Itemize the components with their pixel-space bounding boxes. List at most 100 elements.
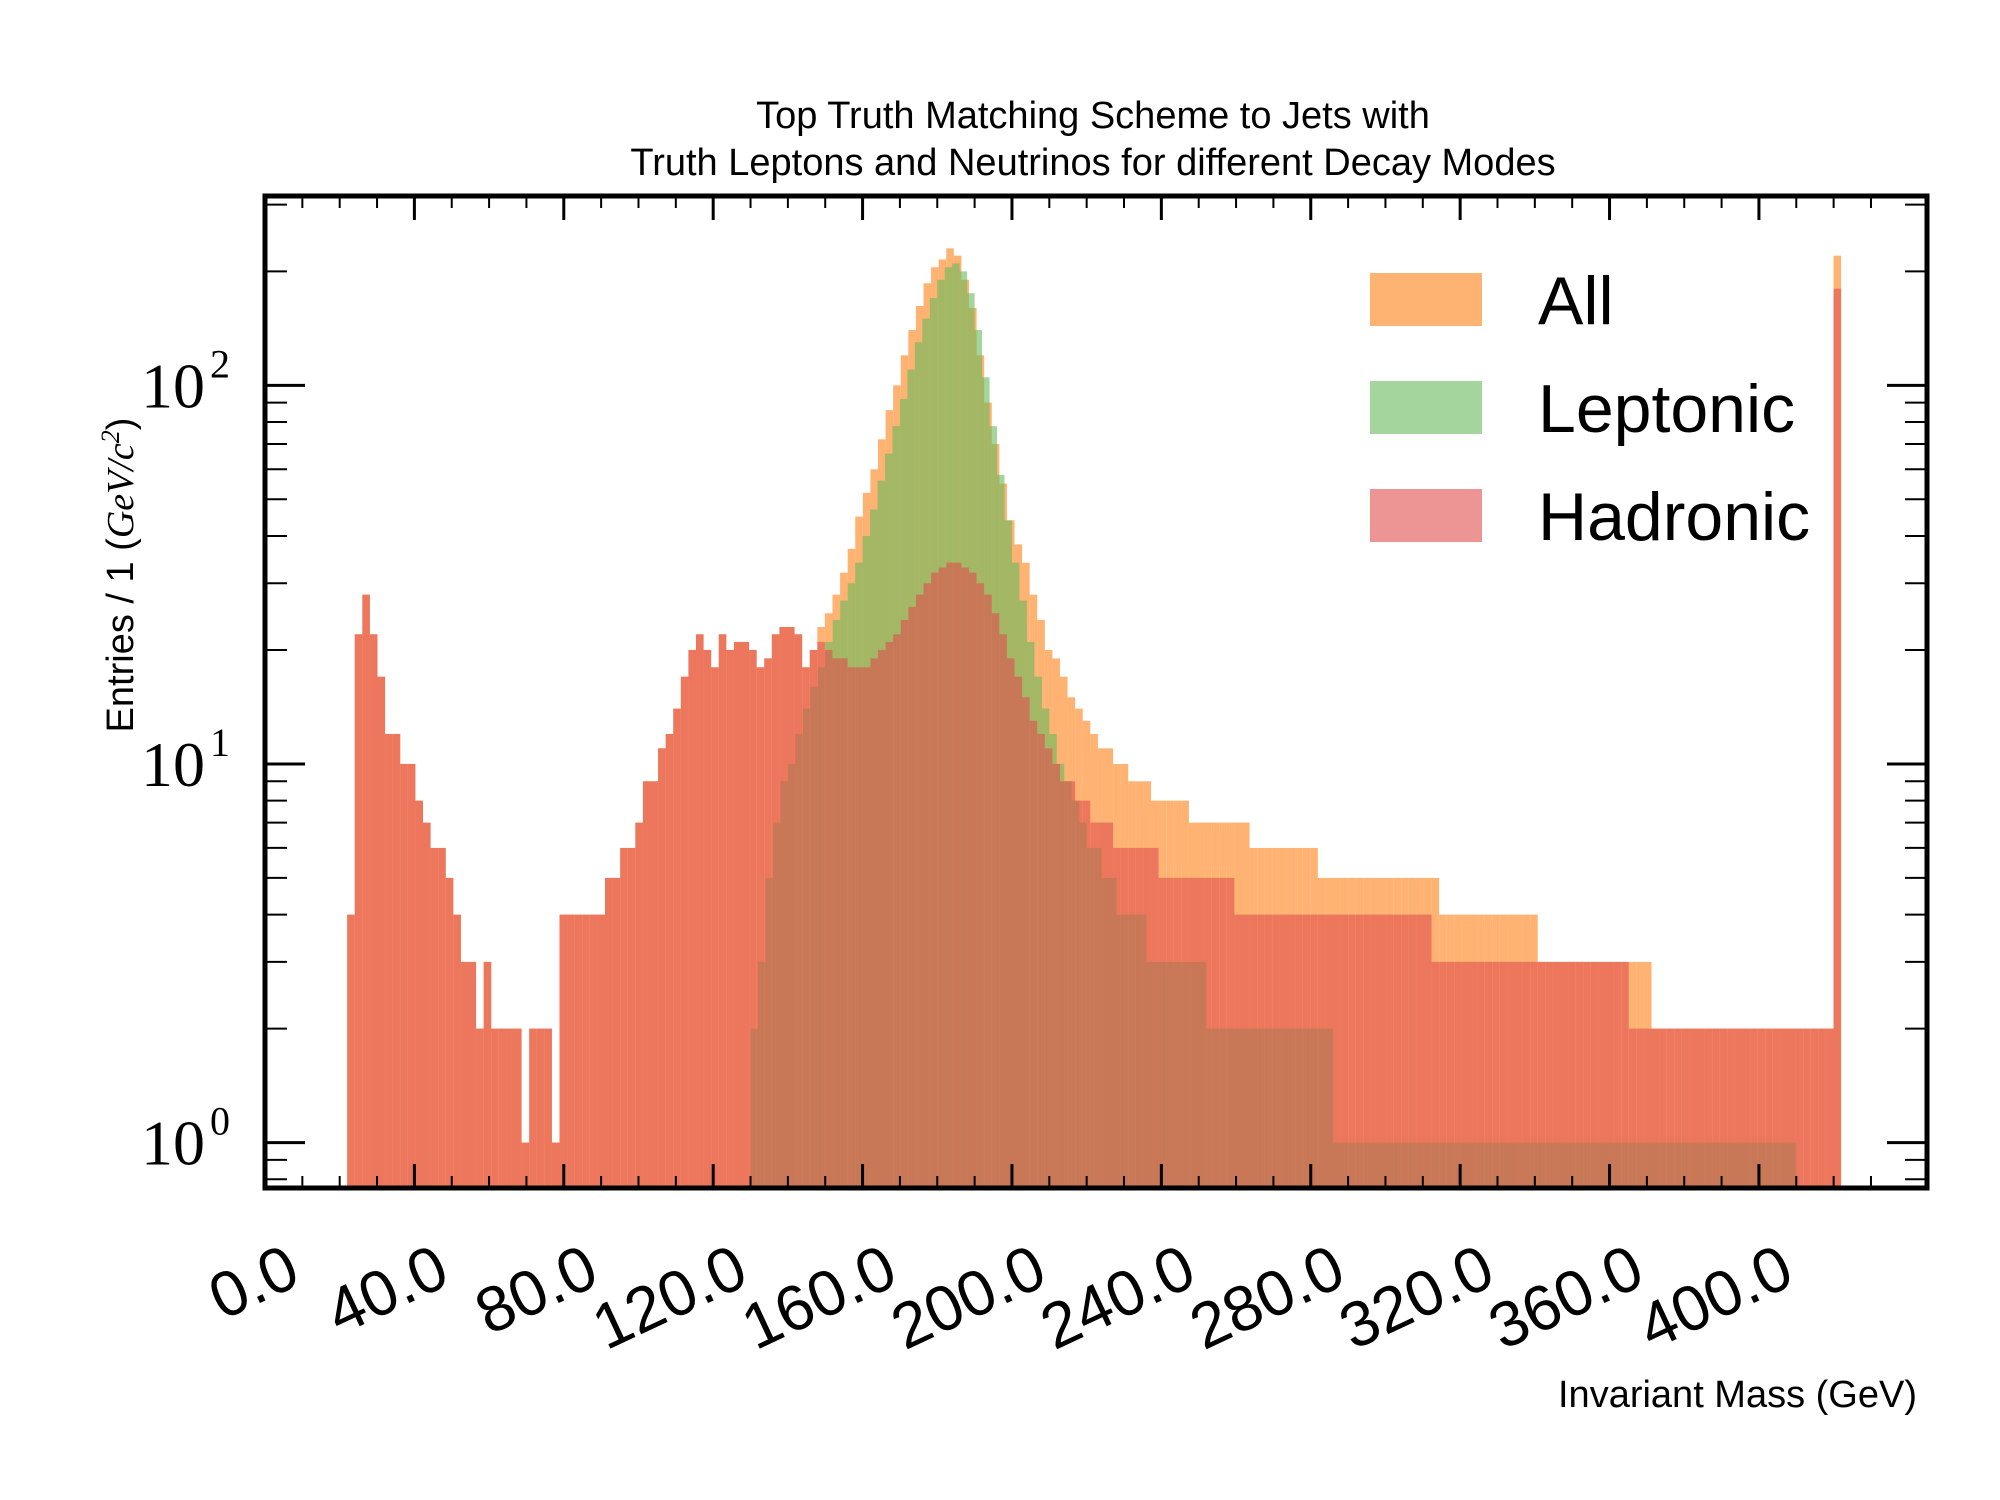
bar-hadronic	[1204, 877, 1212, 1188]
bar-hadronic	[1697, 1028, 1705, 1188]
bar-hadronic	[1287, 914, 1296, 1188]
series-hadronic	[347, 288, 1842, 1188]
bar-hadronic	[1484, 961, 1493, 1188]
bar-hadronic	[1704, 1028, 1713, 1188]
x-tick-label: 240.0	[1030, 1230, 1206, 1363]
bar-hadronic	[627, 847, 636, 1188]
bar-hadronic	[938, 567, 947, 1188]
bar-hadronic	[1401, 914, 1409, 1188]
y-tick-label: 10	[141, 729, 205, 800]
bar-hadronic	[1750, 1028, 1758, 1188]
bar-hadronic	[1689, 1028, 1698, 1188]
bar-hadronic	[1552, 961, 1561, 1188]
bar-hadronic	[529, 1028, 537, 1188]
bar-hadronic	[1628, 1028, 1637, 1188]
bar-hadronic	[1469, 961, 1478, 1188]
bar-hadronic	[385, 733, 393, 1188]
x-tick-label: 0.0	[198, 1230, 309, 1333]
bar-hadronic	[703, 649, 712, 1188]
x-tick-label: 120.0	[582, 1230, 758, 1363]
bar-hadronic	[1317, 914, 1326, 1188]
legend-swatch	[1370, 381, 1482, 434]
x-tick-label: 40.0	[315, 1230, 458, 1348]
bar-hadronic	[1795, 1028, 1804, 1188]
bar-hadronic	[1674, 1028, 1682, 1188]
legend-item-leptonic: Leptonic	[1370, 371, 1795, 447]
bar-hadronic	[506, 1028, 514, 1188]
bar-hadronic	[1681, 1028, 1690, 1188]
bar-hadronic	[1408, 914, 1417, 1188]
bar-hadronic	[1734, 1028, 1743, 1188]
bar-hadronic	[650, 781, 659, 1188]
bar-hadronic	[817, 641, 825, 1188]
bar-hadronic	[855, 667, 863, 1188]
bar-hadronic	[1386, 914, 1394, 1188]
bar-hadronic	[1833, 288, 1842, 1188]
bar-hadronic	[1105, 822, 1114, 1188]
y-tick-exponent: 2	[210, 341, 230, 386]
bar-hadronic	[460, 961, 469, 1188]
bar-hadronic	[1499, 961, 1508, 1188]
bar-hadronic	[1242, 914, 1250, 1188]
legend-label: Leptonic	[1538, 371, 1795, 447]
bar-hadronic	[544, 1028, 552, 1188]
bar-hadronic	[377, 676, 386, 1188]
bar-hadronic	[1302, 914, 1311, 1188]
bar-hadronic	[915, 594, 924, 1188]
bar-hadronic	[824, 649, 833, 1188]
bar-hadronic	[1340, 914, 1349, 1188]
bar-hadronic	[1128, 847, 1136, 1188]
bar-hadronic	[1295, 914, 1303, 1188]
bar-hadronic	[1461, 961, 1470, 1188]
bar-hadronic	[1135, 847, 1144, 1188]
bar-hadronic	[1522, 961, 1531, 1188]
bar-hadronic	[1257, 914, 1265, 1188]
bar-hadronic	[1173, 877, 1182, 1188]
bar-hadronic	[953, 562, 962, 1188]
bar-hadronic	[1211, 877, 1220, 1188]
bar-hadronic	[1075, 800, 1083, 1188]
bar-hadronic	[923, 583, 932, 1188]
bar-hadronic	[1598, 961, 1607, 1188]
x-tick-label: 80.0	[464, 1230, 607, 1348]
bar-hadronic	[1712, 1028, 1720, 1188]
x-tick-label: 360.0	[1478, 1230, 1654, 1363]
bar-hadronic	[415, 800, 423, 1188]
legend-swatch	[1370, 489, 1482, 542]
bar-hadronic	[453, 914, 461, 1188]
bar-hadronic	[582, 914, 590, 1188]
x-axis-label: Invariant Mass (GeV)	[1558, 1374, 1917, 1416]
y-axis-label-math: GeV/c	[100, 443, 142, 538]
bar-hadronic	[1333, 914, 1341, 1188]
bar-hadronic	[847, 667, 856, 1188]
bar-hadronic	[1606, 961, 1614, 1188]
bar-hadronic	[1014, 676, 1023, 1188]
bar-hadronic	[445, 877, 454, 1188]
bar-hadronic	[1643, 1028, 1652, 1188]
bar-hadronic	[1325, 914, 1334, 1188]
legend-label: Hadronic	[1538, 479, 1810, 555]
bar-hadronic	[787, 626, 795, 1188]
bar-hadronic	[946, 562, 954, 1188]
bar-hadronic	[779, 626, 787, 1188]
bar-hadronic	[1067, 781, 1076, 1188]
bar-hadronic	[369, 634, 378, 1188]
bar-hadronic	[1507, 961, 1516, 1188]
bar-hadronic	[1166, 877, 1174, 1188]
bar-hadronic	[1029, 720, 1038, 1188]
bar-hadronic	[1568, 961, 1576, 1188]
x-tick-label: 200.0	[880, 1230, 1056, 1363]
bar-hadronic	[1651, 1028, 1660, 1188]
y-tick-label: 10	[141, 350, 205, 421]
bar-hadronic	[1181, 877, 1189, 1188]
bar-hadronic	[878, 649, 886, 1188]
bar-hadronic	[688, 649, 696, 1188]
x-tick-label: 400.0	[1627, 1230, 1803, 1363]
bar-hadronic	[354, 634, 363, 1188]
bar-hadronic	[711, 667, 719, 1188]
bar-hadronic	[1560, 961, 1569, 1188]
bar-hadronic	[893, 634, 901, 1188]
legend-item-hadronic: Hadronic	[1370, 479, 1810, 555]
bar-hadronic	[476, 1028, 484, 1188]
